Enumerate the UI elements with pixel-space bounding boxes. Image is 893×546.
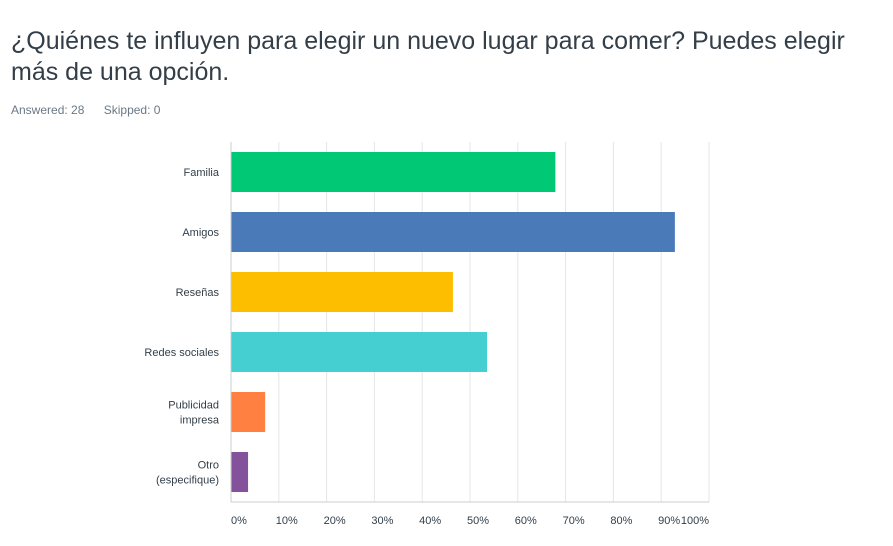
chart-bars <box>231 152 675 492</box>
answered-count: Answered: 28 <box>11 103 85 117</box>
x-tick-label: 90% <box>658 515 680 527</box>
x-tick-label: 30% <box>371 515 393 527</box>
question-title: ¿Quiénes te influyen para elegir un nuev… <box>11 27 845 86</box>
bar <box>231 392 266 432</box>
bar <box>231 332 488 372</box>
response-stats: Answered: 28 Skipped: 0 <box>11 103 176 117</box>
category-label: Reseñas <box>176 287 220 299</box>
category-label: Amigos <box>182 227 219 239</box>
bar <box>231 152 556 192</box>
chart-labels: 0% 10% 20% 30% 40% 50% 60% 70% 80% 90% 100% Familia… <box>144 167 709 527</box>
category-label: Publicidad <box>168 400 219 412</box>
x-tick-label: 20% <box>324 515 346 527</box>
category-label: Otro <box>198 460 219 472</box>
x-tick-label: 0% <box>231 515 247 527</box>
category-label: impresa <box>180 415 220 427</box>
x-tick-label: 50% <box>467 515 489 527</box>
x-tick-label: 100% <box>681 515 709 527</box>
skipped-count: Skipped: 0 <box>103 103 161 117</box>
x-tick-label: 70% <box>563 515 585 527</box>
chart-axes <box>230 142 709 503</box>
category-label: (especifique) <box>156 475 219 487</box>
category-label: Familia <box>184 167 220 179</box>
category-label: Redes sociales <box>144 347 219 359</box>
x-tick-label: 80% <box>610 515 632 527</box>
x-tick-label: 40% <box>419 515 441 527</box>
x-tick-label: 60% <box>515 515 537 527</box>
x-tick-label: 10% <box>276 515 298 527</box>
bar <box>231 452 249 492</box>
bar <box>231 212 675 252</box>
bar <box>231 272 453 312</box>
chart-gridlines <box>278 142 710 502</box>
